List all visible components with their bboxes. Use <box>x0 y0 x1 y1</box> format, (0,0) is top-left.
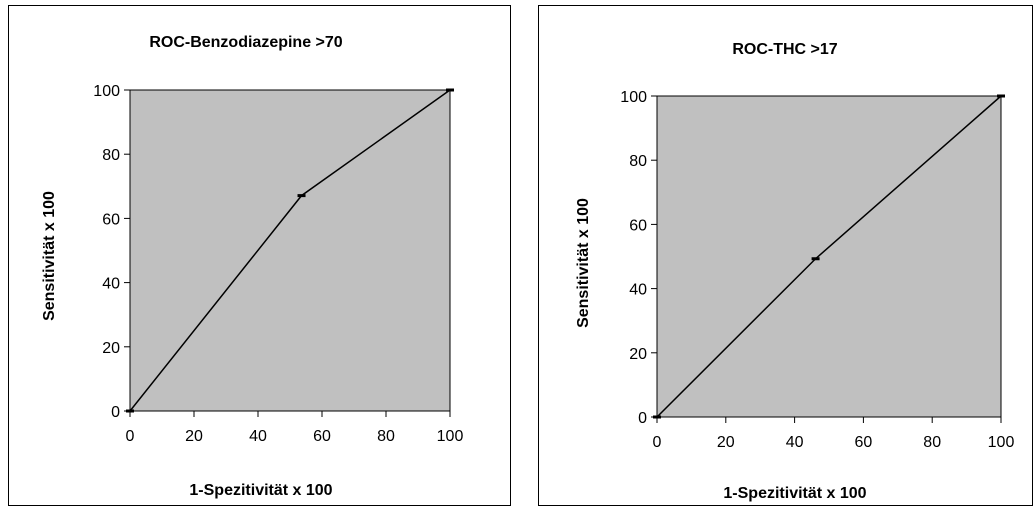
data-point <box>997 94 1005 98</box>
y-tick-label: 0 <box>111 404 120 421</box>
x-tick-label: 0 <box>653 434 662 451</box>
chart-roc-benzodiazepine: ROC-Benzodiazepine >70 1-Spezitivität x … <box>8 5 511 506</box>
y-tick-label: 60 <box>629 217 647 234</box>
plot-area <box>656 95 1002 418</box>
y-tick-label: 100 <box>93 83 120 100</box>
y-tick-label: 100 <box>620 89 647 106</box>
x-tick-label: 100 <box>988 434 1015 451</box>
x-tick-label: 20 <box>185 428 203 445</box>
data-point <box>811 257 820 261</box>
y-tick-label: 20 <box>629 346 647 363</box>
chart-roc-thc: ROC-THC >17 1-Spezitivität x 100 Sensiti… <box>538 5 1033 506</box>
y-tick-label: 40 <box>629 282 647 299</box>
x-tick-label: 60 <box>313 428 331 445</box>
y-tick-label: 60 <box>102 211 120 228</box>
chart-title: ROC-THC >17 <box>732 41 837 58</box>
x-tick-label: 80 <box>377 428 395 445</box>
x-axis-title: 1-Spezitivität x 100 <box>723 485 866 502</box>
data-point <box>446 88 454 92</box>
x-tick-label: 0 <box>126 428 135 445</box>
data-point <box>297 194 306 198</box>
chart-svg: ROC-Benzodiazepine >70 1-Spezitivität x … <box>41 34 464 499</box>
x-tick-label: 20 <box>717 434 735 451</box>
data-point <box>653 415 661 419</box>
plot-area <box>129 89 451 412</box>
y-tick-label: 80 <box>629 153 647 170</box>
y-tick-label: 0 <box>638 410 647 427</box>
x-axis-title: 1-Spezitivität x 100 <box>189 482 332 499</box>
chart-svg: ROC-THC >17 1-Spezitivität x 100 Sensiti… <box>575 41 1015 502</box>
x-tick-label: 40 <box>786 434 804 451</box>
y-axis-title: Sensitivität x 100 <box>41 191 58 321</box>
x-tick-label: 100 <box>437 428 464 445</box>
x-tick-label: 60 <box>855 434 873 451</box>
y-tick-label: 40 <box>102 276 120 293</box>
x-tick-label: 40 <box>249 428 267 445</box>
chart-title: ROC-Benzodiazepine >70 <box>149 34 342 51</box>
data-point <box>126 409 134 413</box>
y-axis-title: Sensitivität x 100 <box>575 198 592 328</box>
y-tick-label: 20 <box>102 340 120 357</box>
y-tick-label: 80 <box>102 147 120 164</box>
x-tick-label: 80 <box>923 434 941 451</box>
